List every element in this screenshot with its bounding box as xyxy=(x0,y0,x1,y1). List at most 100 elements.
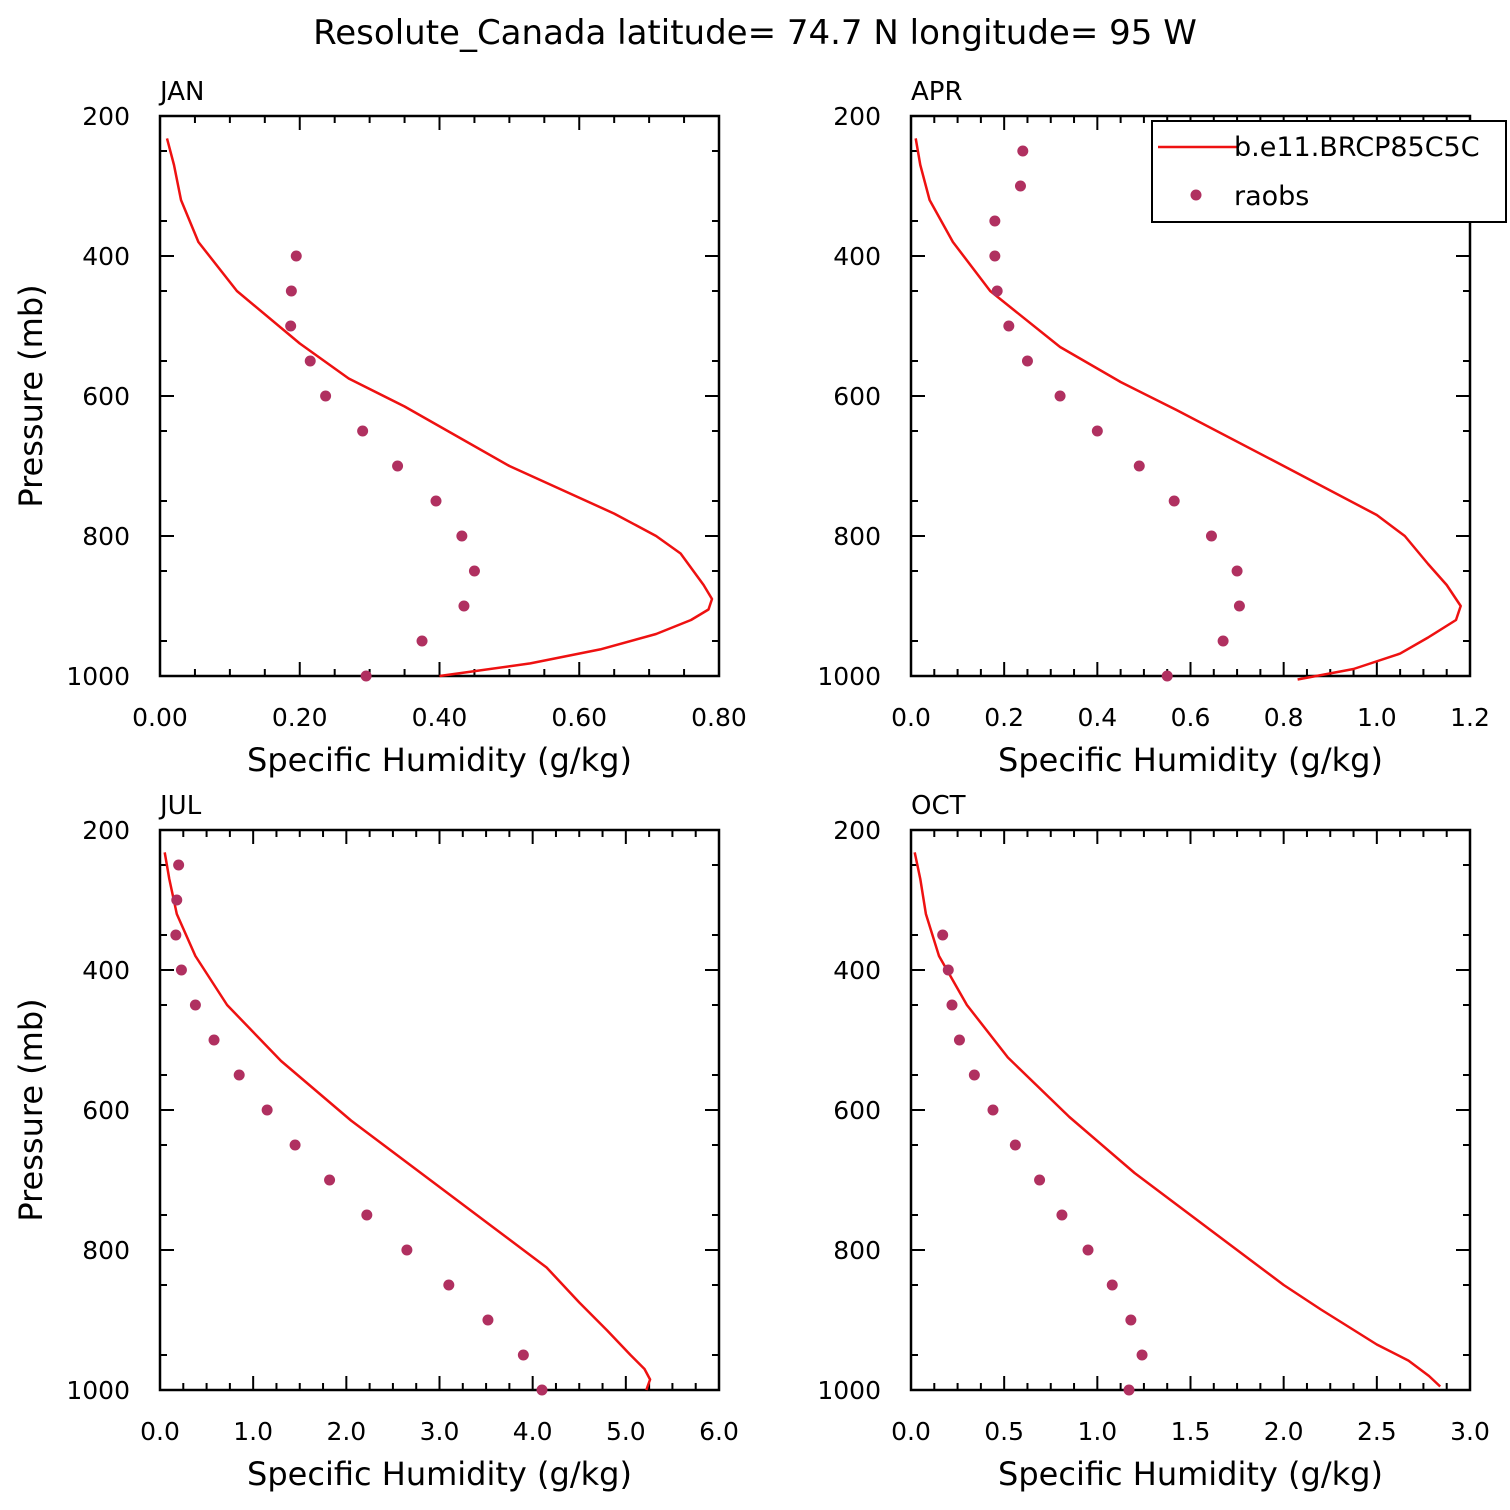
x-tick-label: 2.5 xyxy=(1357,1417,1397,1446)
data-point-raobs xyxy=(175,964,187,976)
data-point-raobs xyxy=(987,1104,999,1116)
data-point-raobs xyxy=(208,1034,220,1046)
x-tick-label: 2.0 xyxy=(326,1417,366,1446)
data-point-raobs xyxy=(1106,1279,1118,1291)
data-point-raobs xyxy=(1125,1314,1137,1326)
x-axis-label: Specific Humidity (g/kg) xyxy=(998,741,1383,779)
data-point-raobs xyxy=(324,1174,336,1186)
data-point-raobs xyxy=(360,670,372,682)
panel-oct: OCT 200 400 600 800 1000 0.0 0.5 1.0 1.5 2.0 2.5 3.0… xyxy=(817,791,1490,1493)
y-tick-label: 1000 xyxy=(66,662,130,691)
data-point-raobs xyxy=(989,215,1001,227)
x-tick-label: 1.0 xyxy=(233,1417,273,1446)
y-tick-label: 400 xyxy=(82,956,130,985)
y-tick-label: 200 xyxy=(833,816,881,845)
y-tick-label: 800 xyxy=(833,522,881,551)
data-point-raobs xyxy=(1161,670,1173,682)
y-tick-label: 200 xyxy=(82,102,130,131)
data-point-raobs xyxy=(989,250,1001,262)
data-point-raobs xyxy=(290,250,302,262)
data-point-raobs xyxy=(1168,495,1180,507)
panel-jul: JUL 200 400 600 800 1000 0.0 1.0 2.0 3.0 4.0 5.0 6.0… xyxy=(12,791,739,1493)
data-point-raobs xyxy=(304,355,316,367)
data-point-raobs xyxy=(361,1209,373,1221)
x-tick-label: 1.0 xyxy=(1077,1417,1117,1446)
x-tick-label: 1.2 xyxy=(1450,703,1490,732)
data-point-raobs xyxy=(1231,565,1243,577)
legend-box xyxy=(1151,120,1507,223)
plot-frame xyxy=(158,114,721,678)
data-point-raobs xyxy=(1233,600,1245,612)
x-tick-label: 1.5 xyxy=(1171,1417,1211,1446)
data-point-raobs xyxy=(430,495,442,507)
x-tick-label: 5.0 xyxy=(606,1417,646,1446)
y-tick-label: 200 xyxy=(82,816,130,845)
data-point-raobs xyxy=(1082,1244,1094,1256)
y-tick-label: 800 xyxy=(82,522,130,551)
data-point-raobs xyxy=(320,390,332,402)
data-point-raobs xyxy=(173,859,185,871)
x-tick-label: 0.0 xyxy=(891,1417,931,1446)
legend-label-raobs: raobs xyxy=(1234,181,1309,212)
x-axis-label: Specific Humidity (g/kg) xyxy=(247,1455,632,1493)
x-tick-label: 0.60 xyxy=(551,703,607,732)
y-tick-label: 600 xyxy=(82,1096,130,1125)
data-point-raobs xyxy=(937,929,949,941)
series-line-model xyxy=(163,852,652,1391)
data-point-raobs xyxy=(946,999,958,1011)
series-line-model xyxy=(165,138,714,678)
legend: b.e11.BRCP85C5C raobs xyxy=(1151,120,1507,223)
x-tick-label: 0.80 xyxy=(691,703,747,732)
x-tick-label: 6.0 xyxy=(699,1417,739,1446)
x-axis-label: Specific Humidity (g/kg) xyxy=(998,1455,1383,1493)
data-point-raobs xyxy=(468,565,480,577)
data-point-raobs xyxy=(1133,460,1145,472)
x-tick-label: 0.0 xyxy=(891,703,931,732)
data-point-raobs xyxy=(1136,1349,1148,1361)
x-tick-label: 0.2 xyxy=(984,703,1024,732)
y-axis-label: Pressure (mb) xyxy=(12,284,50,507)
y-tick-label: 1000 xyxy=(817,662,881,691)
data-point-raobs xyxy=(1003,320,1015,332)
data-point-raobs xyxy=(171,894,183,906)
x-tick-label: 0.0 xyxy=(140,1417,180,1446)
data-point-raobs xyxy=(285,285,297,297)
data-point-raobs xyxy=(443,1279,455,1291)
data-point-raobs xyxy=(233,1069,245,1081)
data-point-raobs xyxy=(170,929,182,941)
data-point-raobs xyxy=(991,285,1003,297)
data-point-raobs xyxy=(1217,635,1229,647)
plot-frame xyxy=(158,828,721,1392)
data-point-raobs xyxy=(401,1244,413,1256)
x-axis-label: Specific Humidity (g/kg) xyxy=(247,741,632,779)
data-point-raobs xyxy=(942,964,954,976)
x-tick-label: 0.4 xyxy=(1077,703,1117,732)
data-point-raobs xyxy=(1017,145,1029,157)
y-tick-label: 400 xyxy=(833,956,881,985)
data-point-raobs xyxy=(261,1104,273,1116)
data-point-raobs xyxy=(1056,1209,1068,1221)
data-point-raobs xyxy=(1123,1384,1135,1396)
data-point-raobs xyxy=(1034,1174,1046,1186)
data-point-raobs xyxy=(289,1139,301,1151)
y-tick-label: 800 xyxy=(82,1236,130,1265)
panel-label: JUL xyxy=(158,791,202,821)
data-point-raobs xyxy=(517,1349,529,1361)
figure-title: Resolute_Canada latitude= 74.7 N longitu… xyxy=(313,13,1197,53)
y-tick-label: 600 xyxy=(833,382,881,411)
x-tick-label: 4.0 xyxy=(513,1417,553,1446)
x-tick-label: 0.8 xyxy=(1264,703,1304,732)
data-point-raobs xyxy=(482,1314,494,1326)
data-point-raobs xyxy=(458,600,470,612)
panel-label: APR xyxy=(911,77,963,107)
x-tick-label: 3.0 xyxy=(420,1417,460,1446)
x-tick-label: 1.0 xyxy=(1357,703,1397,732)
x-tick-label: 2.0 xyxy=(1264,1417,1304,1446)
data-point-raobs xyxy=(536,1384,548,1396)
data-point-raobs xyxy=(1021,355,1033,367)
series-line-model xyxy=(913,852,1442,1388)
panel-apr: APR 200 400 600 800 1000 0.0 0.2 0.4 0.6 0.8 1.0 1.2… xyxy=(817,77,1490,779)
